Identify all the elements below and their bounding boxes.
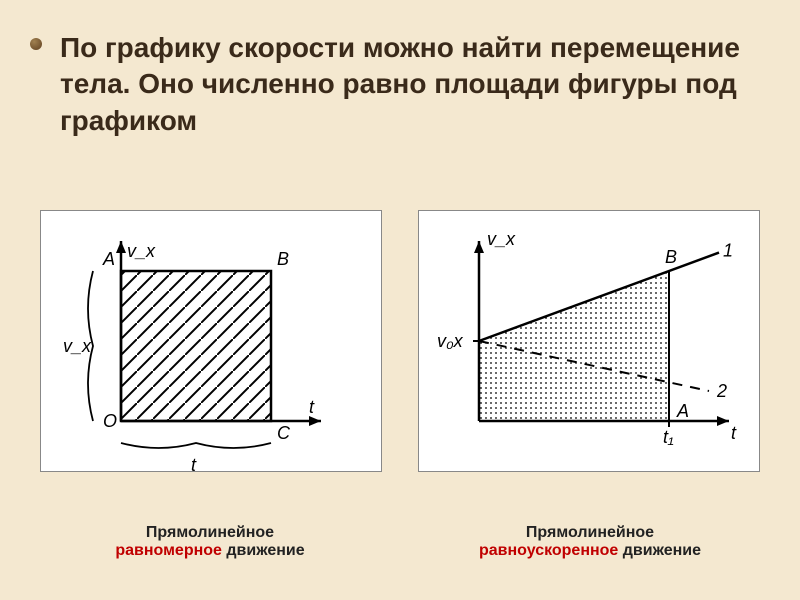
caption-right-after: движение xyxy=(618,542,701,559)
right-chart-svg: v₀x t₁A B 1 2 v_xt xyxy=(419,211,759,471)
svg-text:O: O xyxy=(103,411,117,431)
bullet-icon xyxy=(30,38,42,50)
svg-text:t: t xyxy=(731,423,737,443)
caption-left-line1: Прямолинейное xyxy=(146,524,274,541)
caption-left: Прямолинейное равномерное движение xyxy=(40,524,380,560)
svg-text:A: A xyxy=(676,401,689,421)
svg-text:v_x: v_x xyxy=(63,336,92,356)
svg-text:1: 1 xyxy=(723,241,733,261)
svg-text:v_x: v_x xyxy=(127,241,156,261)
left-chart-panel: v_xt O A B Cv_xt xyxy=(40,210,382,472)
svg-text:t₁: t₁ xyxy=(663,427,674,447)
svg-text:t: t xyxy=(191,455,197,471)
svg-text:C: C xyxy=(277,423,291,443)
svg-text:v_x: v_x xyxy=(487,229,516,249)
caption-right-line1: Прямолинейное xyxy=(526,524,654,541)
svg-text:v₀x: v₀x xyxy=(437,331,464,351)
caption-row: Прямолинейное равномерное движение Прямо… xyxy=(40,524,760,560)
right-chart-panel: v₀x t₁A B 1 2 v_xt xyxy=(418,210,760,472)
svg-text:t: t xyxy=(309,397,315,417)
svg-text:B: B xyxy=(277,249,289,269)
caption-left-after: движение xyxy=(222,542,305,559)
svg-text:A: A xyxy=(102,249,115,269)
caption-left-red: равномерное xyxy=(115,542,222,559)
svg-text:2: 2 xyxy=(716,381,727,401)
left-chart-svg: v_xt O A B Cv_xt xyxy=(41,211,381,471)
diagram-row: v_xtOABCv_xt v₀xt₁AB12v_xt xyxy=(40,210,760,472)
main-text: По графику скорости можно найти перемеще… xyxy=(60,30,760,139)
caption-right: Прямолинейное равноускоренное движение xyxy=(420,524,760,560)
svg-text:B: B xyxy=(665,247,677,267)
caption-right-red: равноускоренное xyxy=(479,542,618,559)
